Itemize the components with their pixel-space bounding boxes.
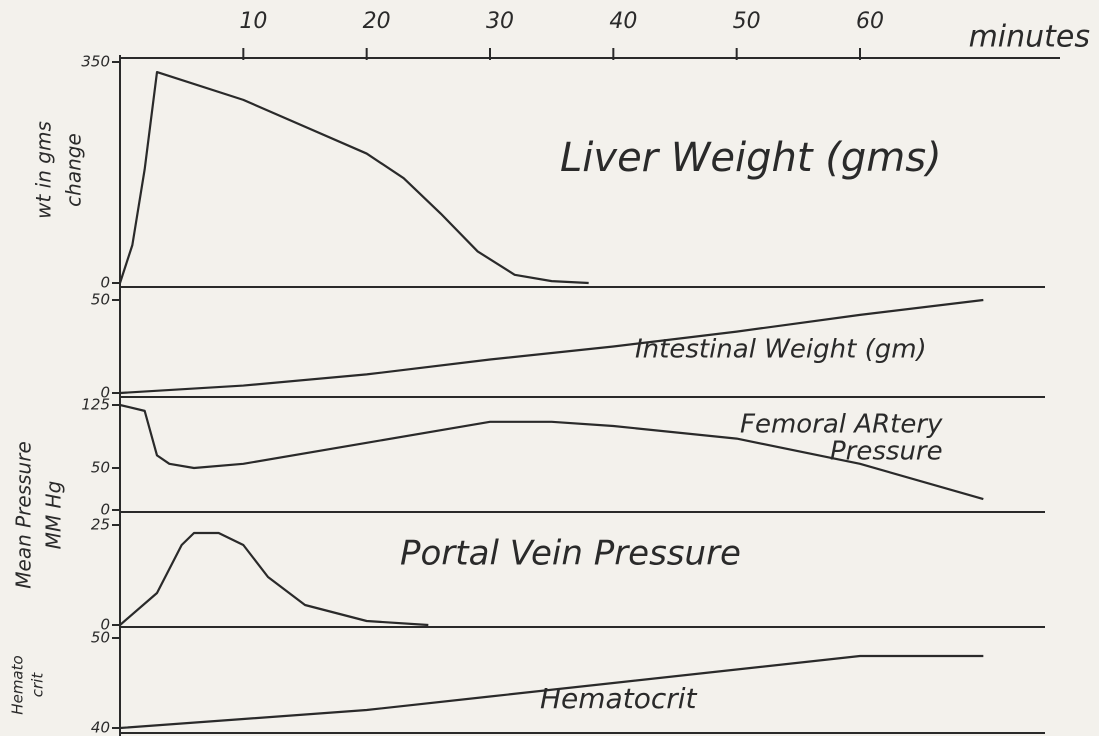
- x-tick-label: 30: [486, 9, 514, 34]
- x-tick-label: 10: [239, 9, 267, 34]
- x-axis-label: minutes: [969, 20, 1090, 55]
- panel-title: Femoral ARtery: [740, 410, 943, 440]
- y-tick-label: 350: [81, 53, 110, 71]
- y-tick-label: 40: [91, 719, 110, 736]
- y-tick-label: 25: [91, 516, 110, 534]
- y-tick-label: 0: [100, 274, 110, 292]
- y-axis-label: Mean Pressure: [12, 441, 36, 588]
- y-tick-label: 50: [91, 291, 110, 309]
- y-tick-label: 125: [81, 396, 110, 414]
- panel-title: Liver Weight (gms): [560, 135, 942, 181]
- y-axis-label: change: [62, 133, 86, 207]
- x-tick-label: 40: [609, 9, 637, 34]
- y-axis-label: wt in gms: [32, 121, 56, 219]
- panel-title: Hematocrit: [540, 682, 698, 715]
- y-axis-label: MM Hg: [42, 481, 66, 550]
- y-axis-label: crit: [29, 672, 47, 698]
- y-axis-label: Hemato: [9, 655, 27, 714]
- chart: 350 0 10 20 30 40 50 60 minutes Liver Weight (gms…: [0, 0, 1099, 736]
- x-tick-label: 50: [733, 9, 761, 34]
- panel-title: Portal Vein Pressure: [400, 534, 741, 574]
- data-line: [120, 533, 428, 625]
- y-tick-label: 50: [91, 459, 110, 477]
- x-tick-label: 20: [363, 9, 391, 34]
- y-tick-label: 50: [91, 629, 110, 647]
- x-tick-label: 60: [856, 9, 884, 34]
- data-line: [120, 72, 589, 283]
